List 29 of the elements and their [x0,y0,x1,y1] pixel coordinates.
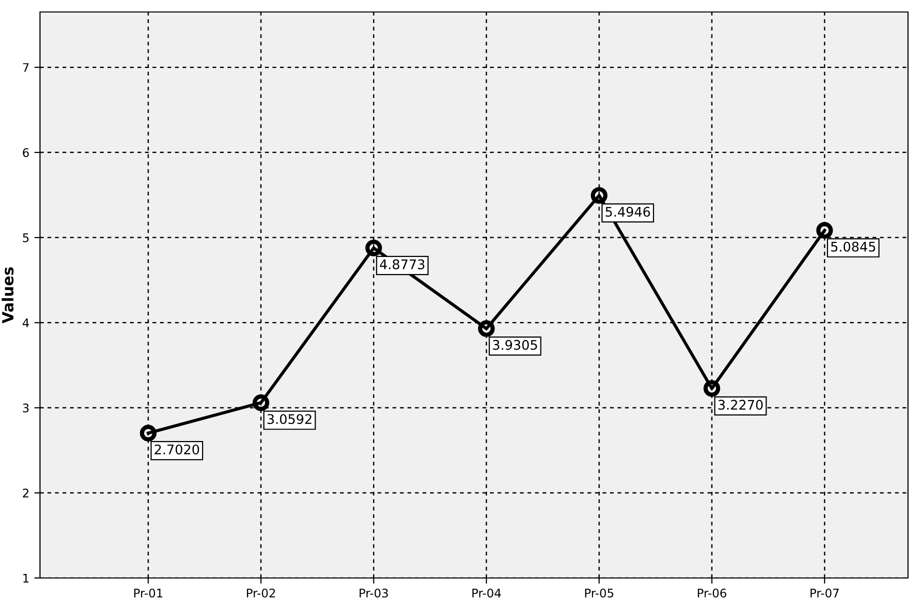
point [252,394,270,412]
data-label: 3.9305 [492,340,537,350]
data-label: 5.0845 [831,242,876,252]
x-tick-label: Pr-03 [360,588,388,598]
x-tick-label: Pr-02 [246,588,275,598]
x-tick-label: Pr-07 [810,588,839,598]
x-tick-label: Pr-05 [585,588,614,598]
x-tick-label: Pr-06 [698,588,726,598]
point [140,424,157,442]
y-tick-label: 4 [22,318,29,328]
point [365,240,382,256]
point [590,187,608,204]
y-tick-label: 6 [22,148,29,158]
data-label: 3.0592 [268,414,312,424]
y-tick-label: 5 [22,233,29,242]
point [478,320,495,337]
y-tick-label: 1 [23,574,28,582]
y-tick-label: 2 [22,488,28,498]
y-tick-label: 3 [22,404,29,412]
x-tick-label: Pr-04 [472,588,501,598]
data-label: 4.8773 [380,259,424,270]
data-label: 2.7020 [154,444,200,454]
y-axis-title: Values [2,267,14,324]
point [704,380,720,397]
data-label: 5.4946 [606,206,650,217]
y-tick-label: 7 [23,63,29,72]
x-tick-label: Pr-01 [134,588,162,598]
point [816,222,833,239]
data-label: 3.2270 [718,400,763,410]
